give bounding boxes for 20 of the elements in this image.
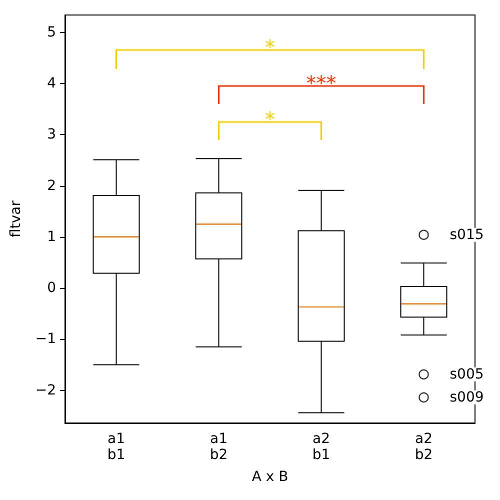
y-tick-label: −2 bbox=[35, 382, 56, 398]
y-tick-label: 2 bbox=[47, 178, 56, 194]
annotation: * bbox=[265, 107, 275, 131]
annotation: s015 bbox=[450, 226, 484, 243]
y-tick-label: 1 bbox=[47, 228, 56, 245]
y-axis-title: fltvar bbox=[8, 200, 24, 238]
y-tick-label: 4 bbox=[47, 76, 56, 92]
y-tick-label: −1 bbox=[35, 331, 56, 348]
annotation: * bbox=[265, 35, 275, 59]
x-tick-label: a2 b2 bbox=[414, 431, 433, 463]
annotation: *** bbox=[306, 71, 336, 95]
x-axis-title: A x B bbox=[252, 469, 288, 485]
y-tick-label: 0 bbox=[47, 280, 56, 296]
annotation: s009 bbox=[450, 389, 484, 406]
y-tick-label: 5 bbox=[47, 24, 56, 40]
x-tick-label: a1 b1 bbox=[107, 431, 126, 463]
y-tick-label: 3 bbox=[47, 126, 56, 143]
annotation: s005 bbox=[450, 366, 484, 382]
x-tick-label: a2 b1 bbox=[312, 431, 330, 463]
x-tick-label: a1 b2 bbox=[210, 431, 228, 463]
